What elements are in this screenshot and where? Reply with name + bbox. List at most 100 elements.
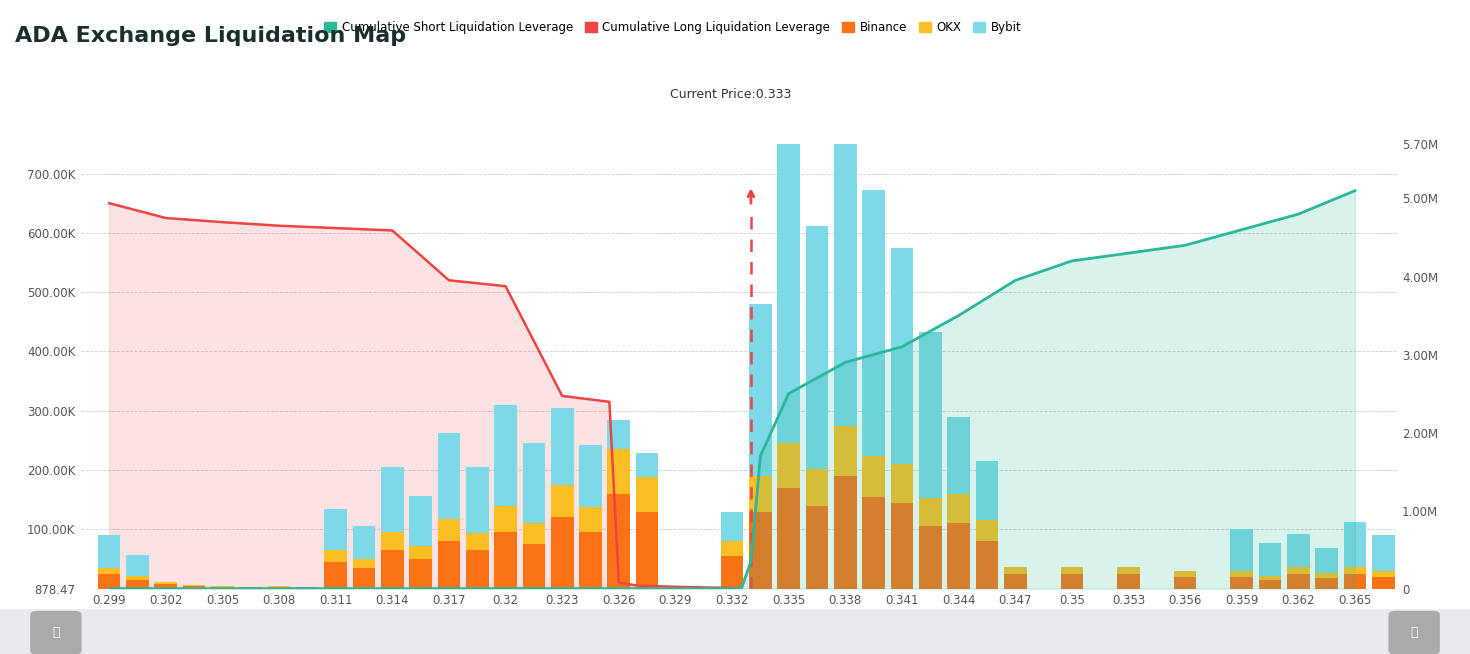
Bar — [212, 586, 234, 587]
Bar — [891, 248, 913, 464]
Text: ⏸: ⏸ — [51, 626, 60, 639]
Bar — [833, 426, 857, 476]
Bar — [325, 509, 347, 550]
Bar — [976, 520, 998, 541]
Bar — [806, 226, 828, 469]
Bar — [1258, 543, 1282, 576]
Bar — [212, 587, 234, 589]
Bar — [1316, 578, 1338, 589]
Bar — [98, 574, 121, 589]
Bar — [833, 88, 857, 426]
Bar — [1004, 574, 1026, 589]
Bar — [1060, 574, 1083, 589]
Bar — [720, 541, 744, 556]
Bar — [126, 555, 148, 576]
Bar — [750, 304, 772, 476]
Bar — [409, 546, 432, 559]
Bar — [494, 532, 517, 589]
Bar — [98, 568, 121, 574]
Bar — [607, 420, 631, 449]
Bar — [750, 476, 772, 511]
Bar — [325, 550, 347, 562]
Bar — [1258, 579, 1282, 589]
Bar — [240, 587, 262, 589]
Bar — [778, 123, 800, 443]
Bar — [98, 535, 121, 568]
Bar — [637, 511, 659, 589]
Bar — [381, 532, 404, 550]
Bar — [268, 586, 291, 587]
Bar — [1288, 566, 1310, 574]
Bar — [579, 532, 601, 589]
Bar — [268, 587, 291, 589]
Bar — [863, 190, 885, 456]
Bar — [522, 523, 545, 544]
Bar — [438, 541, 460, 589]
Bar — [607, 449, 631, 494]
Bar — [325, 562, 347, 589]
Bar — [551, 485, 573, 517]
Bar — [1117, 574, 1139, 589]
Bar — [182, 586, 206, 589]
Bar — [947, 417, 970, 494]
Bar — [806, 506, 828, 589]
Bar — [637, 477, 659, 511]
Bar — [1316, 573, 1338, 578]
Bar — [919, 332, 942, 498]
Bar — [1258, 576, 1282, 579]
Bar — [381, 550, 404, 589]
Bar — [833, 476, 857, 589]
Bar — [1173, 577, 1197, 589]
Bar — [1230, 529, 1252, 571]
Bar — [891, 503, 913, 589]
Bar — [551, 407, 573, 485]
Bar — [409, 496, 432, 546]
Bar — [381, 467, 404, 532]
Bar — [438, 433, 460, 519]
Bar — [1288, 574, 1310, 589]
Bar — [947, 494, 970, 523]
Bar — [1344, 522, 1366, 566]
Bar — [353, 526, 375, 559]
Bar — [1117, 566, 1139, 574]
Legend: Cumulative Short Liquidation Leverage, Cumulative Long Liquidation Leverage, Bin: Cumulative Short Liquidation Leverage, C… — [319, 16, 1026, 39]
Bar — [720, 511, 744, 541]
Bar — [778, 488, 800, 589]
Bar — [1230, 571, 1252, 577]
Bar — [551, 517, 573, 589]
Bar — [720, 556, 744, 589]
Bar — [154, 584, 176, 589]
Bar — [863, 456, 885, 496]
Bar — [976, 460, 998, 520]
Bar — [1344, 566, 1366, 574]
Bar — [1344, 574, 1366, 589]
Bar — [353, 559, 375, 568]
Bar — [466, 467, 488, 534]
Bar — [466, 550, 488, 589]
Bar — [976, 541, 998, 589]
Bar — [466, 534, 488, 550]
Bar — [1173, 571, 1197, 577]
Bar — [863, 496, 885, 589]
Bar — [750, 511, 772, 589]
Bar — [919, 526, 942, 589]
Bar — [1060, 566, 1083, 574]
Bar — [494, 405, 517, 506]
Bar — [1316, 548, 1338, 573]
Bar — [947, 523, 970, 589]
Bar — [891, 464, 913, 503]
Bar — [353, 568, 375, 589]
Bar — [182, 585, 206, 586]
Bar — [438, 519, 460, 541]
Bar — [579, 508, 601, 532]
Bar — [1230, 577, 1252, 589]
Bar — [522, 544, 545, 589]
Bar — [1288, 534, 1310, 566]
Bar — [1372, 535, 1395, 571]
Bar — [607, 494, 631, 589]
Text: Current Price:0.333: Current Price:0.333 — [670, 88, 791, 101]
Bar — [919, 498, 942, 526]
Bar — [1004, 566, 1026, 574]
Text: ADA Exchange Liquidation Map: ADA Exchange Liquidation Map — [15, 26, 406, 46]
Bar — [126, 576, 148, 579]
